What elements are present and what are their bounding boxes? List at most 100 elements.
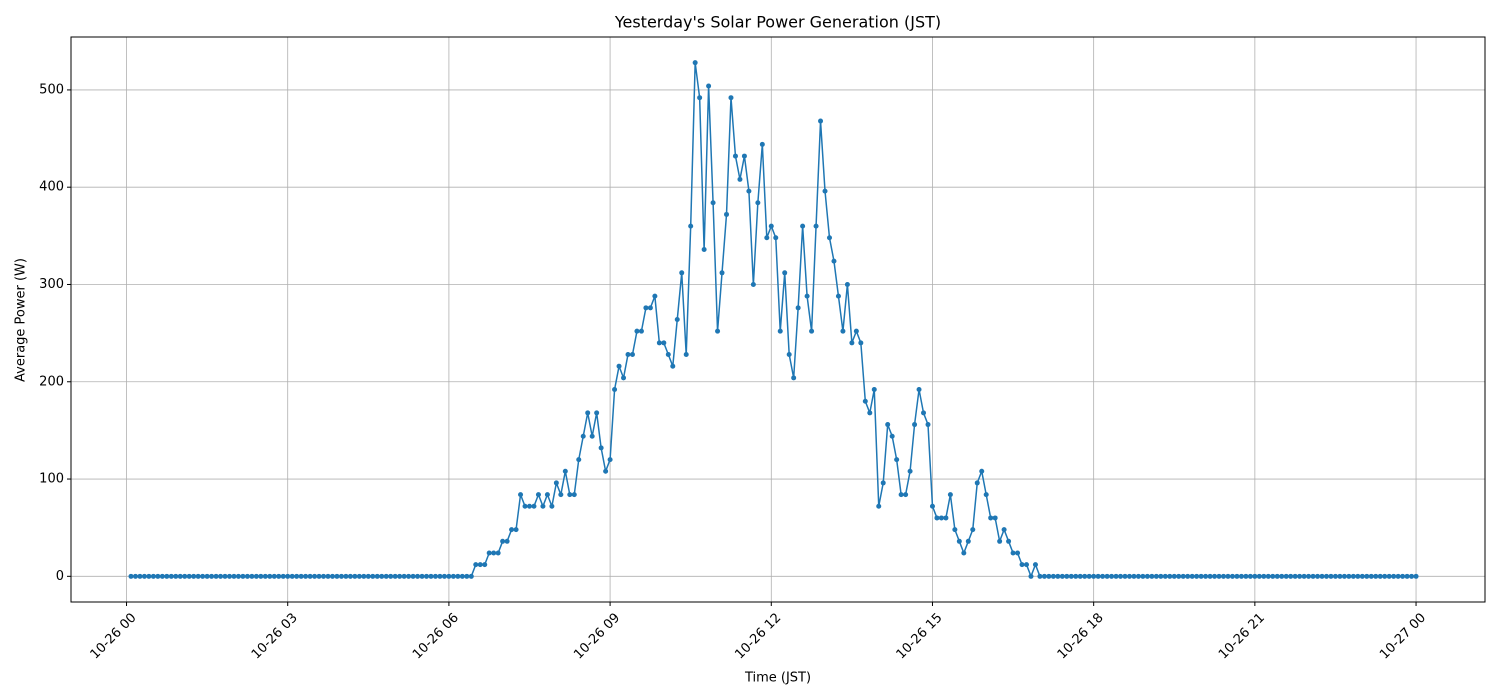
data-point bbox=[137, 573, 143, 579]
data-point bbox=[191, 573, 197, 579]
data-point bbox=[607, 457, 613, 463]
data-point bbox=[406, 573, 412, 579]
data-point bbox=[1073, 573, 1079, 579]
data-point bbox=[1395, 573, 1401, 579]
data-point bbox=[844, 281, 850, 287]
data-point bbox=[562, 468, 568, 474]
data-point bbox=[1055, 573, 1061, 579]
data-point bbox=[356, 573, 362, 579]
data-point bbox=[249, 573, 255, 579]
data-point bbox=[795, 305, 801, 311]
x-tick-label: 10-27 00 bbox=[1377, 610, 1429, 662]
data-point bbox=[401, 573, 407, 579]
series-line bbox=[131, 62, 1417, 579]
data-point bbox=[1059, 573, 1065, 579]
data-point bbox=[1337, 573, 1343, 579]
data-point bbox=[983, 492, 989, 498]
data-point bbox=[231, 573, 237, 579]
data-point bbox=[921, 410, 927, 416]
data-point bbox=[692, 60, 698, 66]
data-point bbox=[988, 515, 994, 521]
data-point bbox=[1413, 573, 1419, 579]
data-point bbox=[361, 573, 367, 579]
data-point bbox=[168, 573, 174, 579]
data-point bbox=[482, 562, 488, 568]
data-point bbox=[1400, 573, 1406, 579]
data-point bbox=[1037, 573, 1043, 579]
data-point bbox=[625, 352, 631, 358]
data-point bbox=[916, 387, 922, 393]
data-point bbox=[558, 492, 564, 498]
data-point bbox=[1126, 573, 1132, 579]
data-point bbox=[477, 562, 483, 568]
data-point bbox=[621, 375, 627, 381]
data-point bbox=[173, 573, 179, 579]
x-tick-label: 10-26 18 bbox=[1055, 610, 1107, 662]
y-axis-label: Average Power (W) bbox=[14, 258, 29, 382]
data-point bbox=[1391, 573, 1397, 579]
data-point bbox=[840, 328, 846, 334]
data-point bbox=[1203, 573, 1209, 579]
data-point bbox=[791, 375, 797, 381]
data-point bbox=[1229, 573, 1235, 579]
data-point bbox=[450, 573, 456, 579]
data-point bbox=[347, 573, 353, 579]
data-point bbox=[379, 573, 385, 579]
data-point bbox=[316, 573, 322, 579]
data-point bbox=[182, 573, 188, 579]
data-point bbox=[365, 573, 371, 579]
data-point bbox=[1359, 573, 1365, 579]
data-point bbox=[741, 153, 747, 159]
data-point bbox=[889, 433, 895, 439]
data-point bbox=[732, 153, 738, 159]
data-point bbox=[343, 573, 349, 579]
data-point bbox=[1189, 573, 1195, 579]
data-point bbox=[240, 573, 246, 579]
data-point bbox=[553, 480, 559, 486]
data-point bbox=[235, 573, 241, 579]
data-point bbox=[1024, 562, 1030, 568]
data-point bbox=[674, 317, 680, 322]
x-tick-label: 10-26 12 bbox=[732, 610, 784, 662]
data-point bbox=[1323, 573, 1329, 579]
data-point bbox=[961, 550, 967, 556]
y-tick-label: 100 bbox=[39, 472, 64, 487]
data-point bbox=[683, 352, 689, 358]
data-point bbox=[388, 573, 394, 579]
data-point bbox=[1153, 573, 1159, 579]
data-point bbox=[701, 246, 707, 252]
data-point bbox=[992, 515, 998, 521]
data-point bbox=[813, 223, 819, 229]
data-point bbox=[159, 573, 165, 579]
data-point bbox=[1247, 573, 1253, 579]
data-point bbox=[934, 515, 940, 521]
data-point bbox=[500, 538, 506, 544]
data-point bbox=[1041, 573, 1047, 579]
data-point bbox=[715, 328, 721, 334]
data-point bbox=[1350, 573, 1356, 579]
data-point bbox=[849, 340, 855, 346]
data-point bbox=[455, 573, 461, 579]
data-point bbox=[773, 235, 779, 241]
data-point bbox=[938, 515, 944, 521]
data-point bbox=[1006, 538, 1012, 544]
data-point bbox=[1373, 573, 1379, 579]
data-point bbox=[428, 573, 434, 579]
data-point bbox=[329, 573, 335, 579]
data-point bbox=[1306, 573, 1312, 579]
data-point bbox=[1207, 573, 1213, 579]
data-point bbox=[876, 503, 882, 509]
y-tick-label: 500 bbox=[39, 82, 64, 97]
data-point bbox=[1140, 573, 1146, 579]
y-tick-label: 0 bbox=[56, 569, 64, 584]
data-point bbox=[786, 352, 792, 358]
data-point bbox=[710, 200, 716, 206]
data-point bbox=[1382, 573, 1388, 579]
data-point bbox=[549, 503, 555, 509]
data-point bbox=[903, 492, 909, 498]
data-point bbox=[894, 457, 900, 463]
data-point bbox=[1265, 573, 1271, 579]
data-point bbox=[1297, 573, 1303, 579]
x-tick-label: 10-26 00 bbox=[88, 610, 140, 662]
data-point bbox=[1315, 573, 1321, 579]
